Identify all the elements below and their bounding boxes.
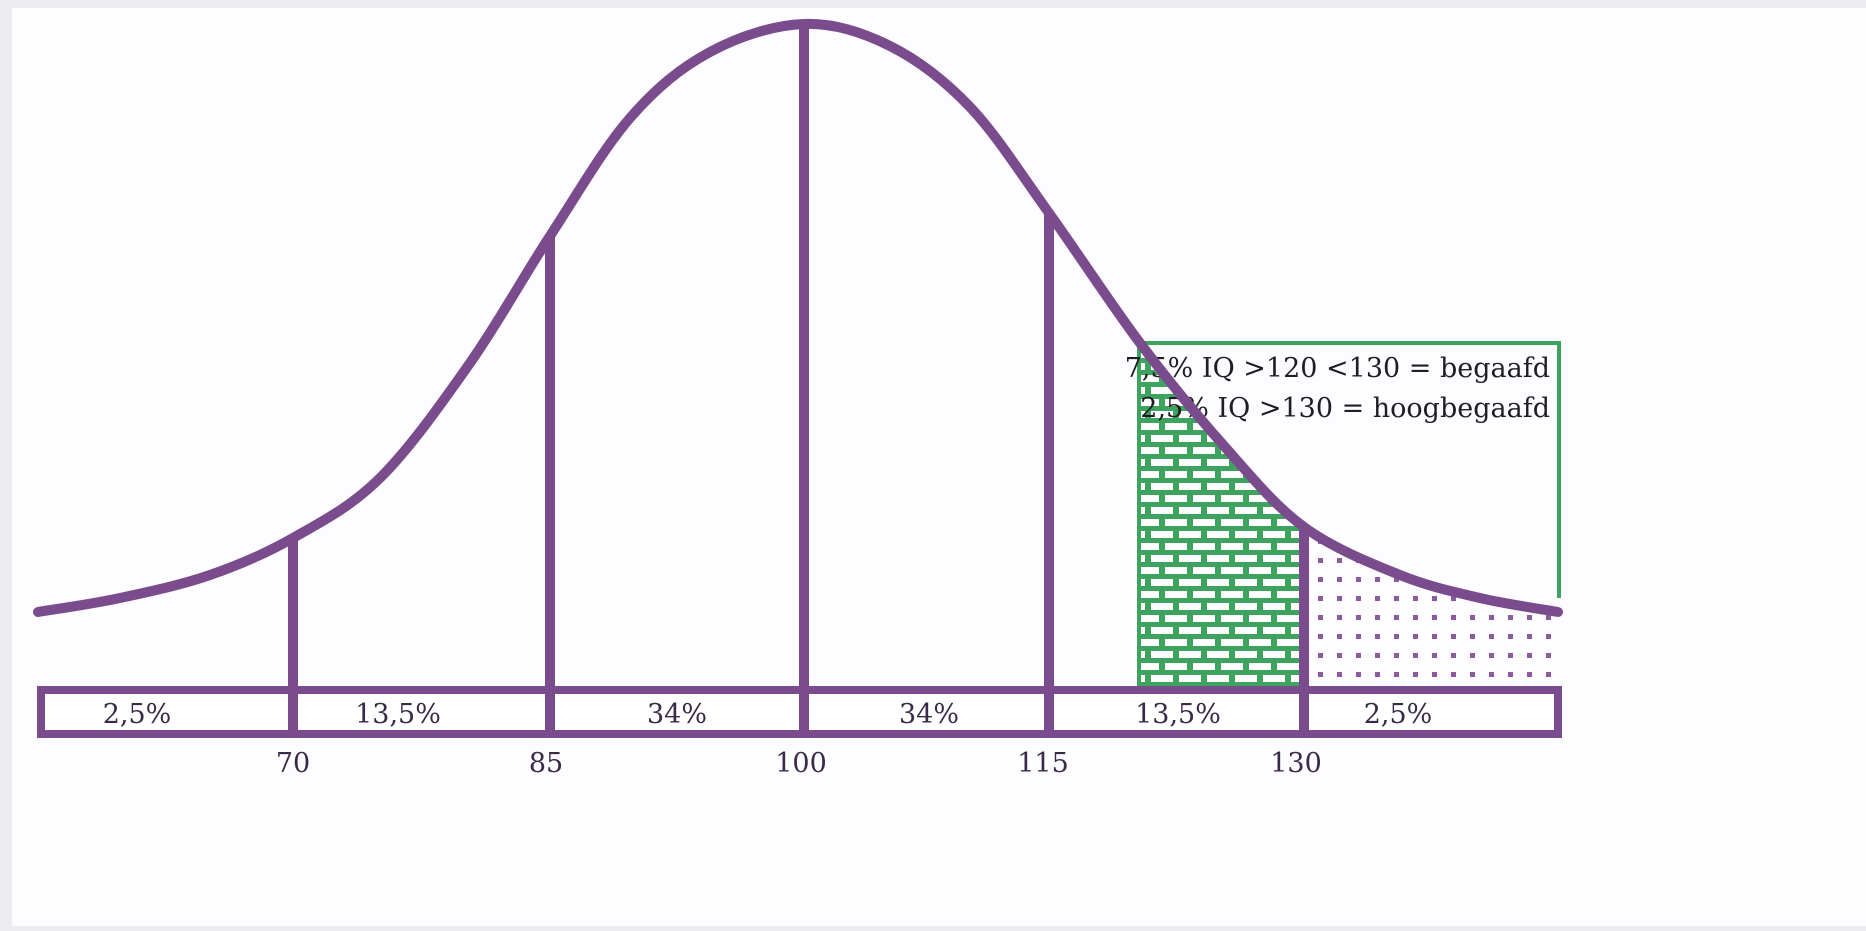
legend-line-gifted: 7,5% IQ >120 <130 = begaafd [1125, 353, 1550, 384]
tick-label-85: 85 [529, 748, 563, 779]
band-label-6: 2,5% [1364, 699, 1433, 730]
tick-label-100: 100 [775, 748, 827, 779]
picture-background [12, 8, 1866, 926]
bell-curve [33, 18, 1563, 617]
band-label-4: 34% [899, 699, 959, 730]
band-label-2: 13,5% [355, 699, 441, 730]
band-label-1: 2,5% [103, 699, 172, 730]
tick-label-130: 130 [1270, 748, 1322, 779]
tick-label-70: 70 [276, 748, 310, 779]
band-label-5: 13,5% [1135, 699, 1221, 730]
band-label-3: 34% [647, 699, 707, 730]
tick-label-115: 115 [1017, 748, 1069, 779]
legend-line-highly-gifted: 2,5% IQ >130 = hoogbegaafd [1140, 393, 1550, 424]
legend-frame [1137, 341, 1561, 690]
